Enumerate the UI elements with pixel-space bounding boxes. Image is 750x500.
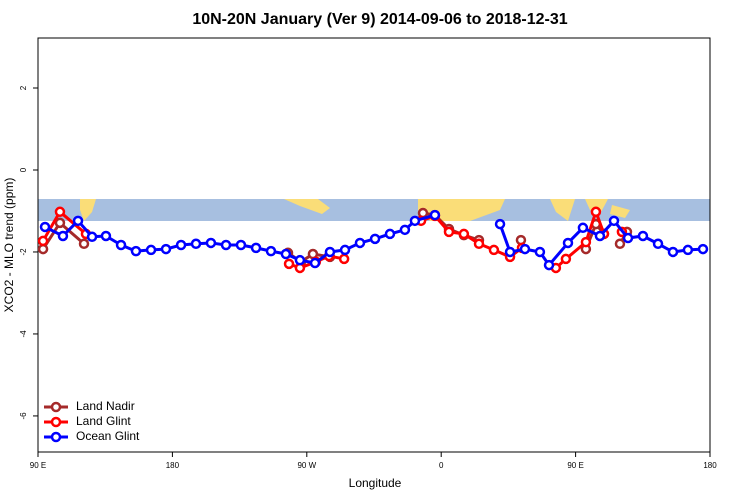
data-point <box>697 243 709 255</box>
data-point <box>250 242 262 254</box>
data-point <box>580 236 592 248</box>
land-shape <box>585 199 608 214</box>
data-point <box>443 226 455 238</box>
data-point <box>667 246 679 258</box>
x-tick-label: 90 W <box>297 461 316 470</box>
legend-label: Land Nadir <box>76 399 135 413</box>
data-point <box>54 217 66 229</box>
data-point <box>86 231 98 243</box>
y-tick-label: -4 <box>19 330 28 338</box>
data-point <box>280 248 292 260</box>
data-point <box>458 228 470 240</box>
y-tick-label: 0 <box>19 167 28 172</box>
x-axis-label: Longitude <box>349 476 402 490</box>
data-point <box>57 230 69 242</box>
data-point <box>429 209 441 221</box>
data-point <box>577 222 589 234</box>
data-point <box>100 230 112 242</box>
data-point <box>354 237 366 249</box>
data-point <box>637 230 649 242</box>
data-point <box>652 238 664 250</box>
data-point <box>339 244 351 256</box>
x-tick-label: 0 <box>439 461 444 470</box>
data-point <box>608 215 620 227</box>
data-point <box>283 258 295 270</box>
data-point <box>37 243 49 255</box>
data-point <box>39 221 51 233</box>
data-point <box>409 215 421 227</box>
ocean-band <box>38 199 710 221</box>
legend-marker <box>50 431 62 443</box>
data-point <box>399 224 411 236</box>
data-point <box>235 239 247 251</box>
data-point <box>160 243 172 255</box>
data-point <box>338 253 350 265</box>
data-point <box>504 246 516 258</box>
data-point <box>115 239 127 251</box>
y-axis-label: XCO2 - MLO trend (ppm) <box>2 178 16 313</box>
data-point <box>78 238 90 250</box>
data-point <box>205 237 217 249</box>
x-tick-label: 90 E <box>567 461 583 470</box>
land-shape <box>80 199 96 221</box>
data-point <box>130 245 142 257</box>
data-point <box>594 230 606 242</box>
data-point <box>519 243 531 255</box>
data-point <box>175 239 187 251</box>
data-point <box>590 206 602 218</box>
data-point <box>265 245 277 257</box>
x-tick-label: 90 E <box>30 461 46 470</box>
data-point <box>494 218 506 230</box>
data-point <box>473 238 485 250</box>
data-point <box>534 246 546 258</box>
map-strip <box>38 199 710 221</box>
data-point <box>543 259 555 271</box>
data-point <box>54 206 66 218</box>
legend-marker <box>50 416 62 428</box>
data-point <box>37 235 49 247</box>
data-point <box>190 238 202 250</box>
data-point <box>488 244 500 256</box>
legend-marker <box>50 401 62 413</box>
legend-label: Ocean Glint <box>76 429 140 443</box>
data-point <box>682 244 694 256</box>
x-tick-label: 180 <box>166 461 180 470</box>
y-tick-label: -6 <box>19 412 28 420</box>
data-point <box>622 232 634 244</box>
plot-frame <box>37 37 711 453</box>
land-shape <box>550 199 575 221</box>
data-point <box>560 253 572 265</box>
data-point <box>384 228 396 240</box>
x-tick-label: 180 <box>703 461 717 470</box>
data-point <box>220 239 232 251</box>
y-tick-label: 2 <box>19 85 28 90</box>
land-shape <box>284 199 330 214</box>
chart-title: 10N-20N January (Ver 9) 2014-09-06 to 20… <box>192 11 567 28</box>
data-point <box>294 254 306 266</box>
data-point <box>614 238 626 250</box>
data-point <box>72 215 84 227</box>
data-point <box>369 233 381 245</box>
data-point <box>309 257 321 269</box>
legend-label: Land Glint <box>76 414 131 428</box>
data-point <box>562 237 574 249</box>
data-point <box>145 244 157 256</box>
y-tick-label: -2 <box>19 248 28 256</box>
data-point <box>324 246 336 258</box>
land-shape <box>610 205 630 218</box>
